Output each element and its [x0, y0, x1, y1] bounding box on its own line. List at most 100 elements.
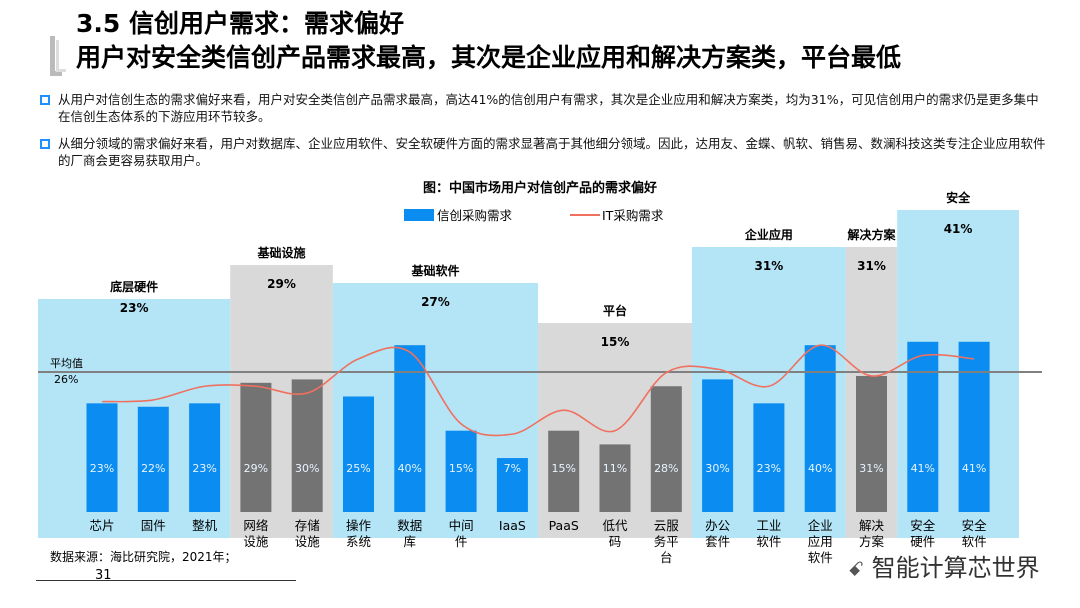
- category-label: 件: [455, 534, 468, 549]
- group-name: 底层硬件: [110, 279, 158, 294]
- category-label: 操作: [346, 518, 372, 533]
- category-label: 台: [660, 550, 673, 565]
- category-label: 设施: [243, 534, 269, 549]
- category-label: 存储: [295, 518, 320, 533]
- bar-操作系统: [343, 396, 374, 512]
- bar-value-label: 29%: [244, 462, 268, 475]
- category-label: 低代: [602, 518, 628, 533]
- group-name: 基础软件: [410, 263, 459, 278]
- group-value: 29%: [267, 277, 296, 291]
- category-label: 芯片: [89, 518, 114, 533]
- category-label: 办公: [705, 518, 731, 533]
- bar-value-label: 15%: [449, 462, 473, 475]
- average-value: 26%: [54, 373, 78, 386]
- bar-存储设施: [291, 379, 323, 512]
- category-label: PaaS: [549, 518, 579, 533]
- page-number: 31: [95, 568, 112, 583]
- bullet-list: 从用户对信创生态的需求偏好来看，用户对安全类信创产品需求最高，高达41%的信创用…: [38, 91, 1048, 179]
- data-source: 数据来源：海比研究院，2021年；: [50, 550, 237, 564]
- bar-value-label: 40%: [808, 462, 832, 475]
- group-value: 31%: [857, 259, 886, 273]
- category-label: 云服: [654, 518, 680, 533]
- group-value: 31%: [755, 259, 784, 273]
- bar-value-label: 41%: [911, 462, 935, 475]
- watermark: ꗃ 智能计算芯世界: [848, 554, 1040, 583]
- bullet-square-icon: [40, 139, 50, 149]
- group-name: 平台: [603, 303, 627, 318]
- legend-label-xinchuang: 信创采购需求: [437, 208, 513, 223]
- category-label: 套件: [705, 534, 730, 549]
- bar-安全硬件: [907, 341, 939, 512]
- bar-value-label: 22%: [141, 462, 165, 475]
- category-label: 企业: [808, 518, 833, 533]
- bar-value-label: 15%: [551, 462, 575, 475]
- legend-label-it: IT采购需求: [602, 208, 664, 223]
- bar-value-label: 7%: [504, 462, 521, 475]
- group-name: 解决方案: [847, 227, 896, 242]
- bar-value-label: 25%: [346, 462, 370, 475]
- bullet-1: 从用户对信创生态的需求偏好来看，用户对安全类信创产品需求最高，高达41%的信创用…: [38, 91, 1048, 125]
- group-value: 23%: [120, 301, 149, 315]
- legend-bar-swatch: [404, 209, 434, 221]
- category-label: 整机: [192, 518, 218, 533]
- bar-PaaS: [548, 430, 580, 512]
- bar-整机: [189, 403, 221, 512]
- title-decoration-inner: [56, 40, 66, 72]
- category-label: 安全: [962, 518, 988, 533]
- category-label: 网络: [243, 518, 269, 533]
- bar-工业软件: [753, 403, 785, 512]
- bullet-text: 从细分领域的需求偏好来看，用户对数据库、企业应用软件、安全软硬件方面的需求显著高…: [58, 136, 1046, 168]
- wechat-icon: ꗃ: [848, 557, 864, 581]
- category-label: 软件: [756, 534, 781, 549]
- bar-IaaS: [496, 458, 528, 512]
- group-value: 41%: [944, 222, 973, 236]
- bar-数据库: [394, 345, 426, 512]
- category-label: 库: [404, 534, 417, 549]
- bar-固件: [137, 406, 169, 512]
- group-name: 基础设施: [257, 245, 306, 260]
- category-label: 硬件: [910, 534, 935, 549]
- group-name: 企业应用: [744, 227, 793, 242]
- category-label: 软件: [962, 534, 987, 549]
- group-value: 27%: [421, 295, 450, 309]
- category-label: 固件: [141, 518, 166, 533]
- category-label: 务平: [654, 534, 679, 549]
- bar-安全软件: [958, 341, 990, 512]
- watermark-text: 智能计算芯世界: [871, 554, 1040, 582]
- bar-中间件: [445, 430, 477, 512]
- bar-value-label: 41%: [962, 462, 986, 475]
- category-label: 设施: [295, 534, 321, 549]
- bullet-text: 从用户对信创生态的需求偏好来看，用户对安全类信创产品需求最高，高达41%的信创用…: [58, 92, 1039, 124]
- bar-value-label: 23%: [192, 462, 216, 475]
- category-label: 安全: [910, 518, 936, 533]
- category-label: IaaS: [499, 518, 526, 533]
- bar-value-label: 30%: [705, 462, 729, 475]
- bar-网络设施: [240, 382, 272, 512]
- category-label: 码: [609, 534, 622, 549]
- bar-云服务平台: [650, 386, 682, 512]
- bar-芯片: [86, 403, 118, 512]
- category-label: 方案: [859, 534, 885, 549]
- bar-办公套件: [702, 379, 734, 512]
- bar-value-label: 40%: [398, 462, 422, 475]
- bar-value-label: 11%: [603, 462, 627, 475]
- group-value: 15%: [601, 335, 630, 349]
- category-label: 工业: [756, 518, 781, 533]
- category-label: 解决: [859, 518, 885, 533]
- page-title: 3.5 信创用户需求：需求偏好: [76, 9, 404, 38]
- page-subtitle: 用户对安全类信创产品需求最高，其次是企业应用和解决方案类，平台最低: [76, 43, 902, 72]
- title-decoration: [50, 36, 62, 76]
- category-label: 系统: [346, 534, 371, 549]
- bar-企业应用软件: [804, 345, 836, 512]
- footer-divider: [36, 580, 296, 581]
- bar-value-label: 23%: [757, 462, 781, 475]
- category-label: 中间: [449, 518, 474, 533]
- bar-value-label: 23%: [90, 462, 114, 475]
- bar-value-label: 30%: [295, 462, 319, 475]
- bullet-2: 从细分领域的需求偏好来看，用户对数据库、企业应用软件、安全软硬件方面的需求显著高…: [38, 135, 1048, 169]
- group-name: 安全: [946, 190, 971, 205]
- bullet-square-icon: [40, 95, 50, 105]
- average-label: 平均值: [50, 357, 83, 370]
- bar-value-label: 31%: [859, 462, 883, 475]
